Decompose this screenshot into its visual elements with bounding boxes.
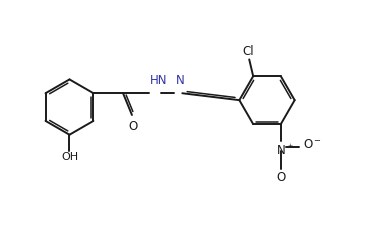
Text: O$^-$: O$^-$ [303, 138, 322, 151]
Text: Cl: Cl [242, 45, 254, 58]
Text: N: N [276, 144, 285, 157]
Text: N: N [176, 74, 184, 87]
Text: $^+$: $^+$ [286, 143, 294, 152]
Text: OH: OH [61, 151, 78, 162]
Text: HN: HN [150, 74, 167, 87]
Text: O: O [128, 120, 138, 133]
Text: O: O [276, 171, 285, 184]
